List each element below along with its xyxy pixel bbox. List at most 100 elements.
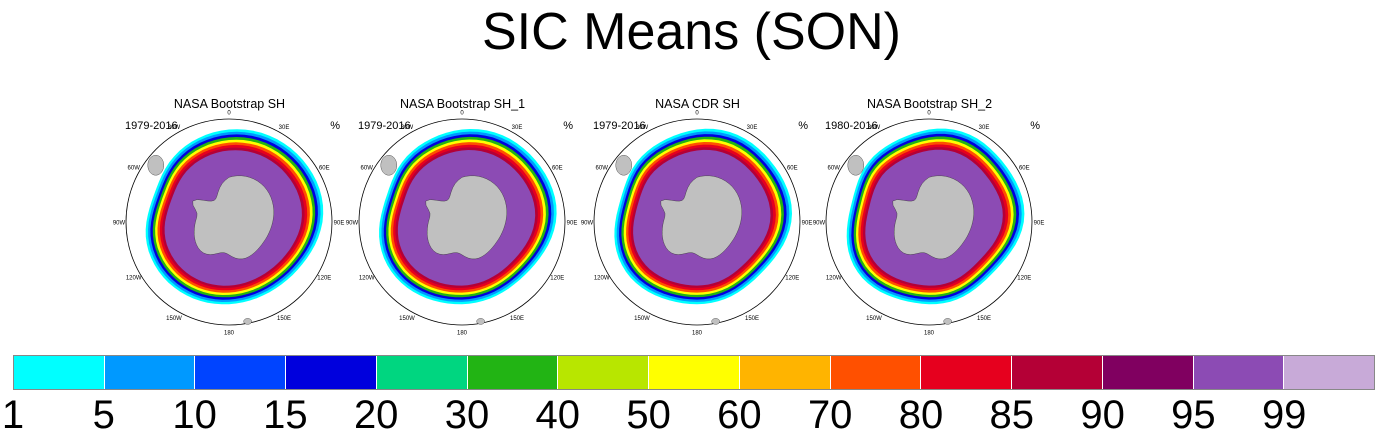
longitude-label: 60W <box>361 166 374 172</box>
new-zealand-land <box>711 318 720 325</box>
south-america-land <box>147 155 164 176</box>
antarctica-land <box>425 175 508 260</box>
panel-unit: % <box>330 120 340 132</box>
longitude-label: 180 <box>224 331 235 337</box>
antarctica-land <box>192 175 275 260</box>
colorbar-box <box>104 356 196 389</box>
map-panel-2: NASA Bootstrap SH_1 1979-2016 % 0 30E 60E 9… <box>346 95 578 337</box>
polar-map: 0 30E 60E 90E 120E 150E 180 150W 120W 90W 60W 30W <box>113 111 345 337</box>
panel-unit: % <box>798 120 808 132</box>
colorbar-box <box>739 356 831 389</box>
longitude-label: 180 <box>692 331 703 337</box>
colorbar-box <box>1102 356 1194 389</box>
colorbar-box <box>1284 356 1375 389</box>
colorbar-labels: 1 5 10 15 20 30 40 50 60 70 80 85 90 95 99 <box>0 392 1383 438</box>
longitude-label: 150W <box>166 316 182 322</box>
colorbar-tick-label: 5 <box>92 393 115 437</box>
colorbar-box <box>1193 356 1285 389</box>
panel-years: 1980-2016 <box>825 120 878 132</box>
longitude-label: 0 <box>695 111 699 117</box>
longitude-label: 60E <box>319 166 330 172</box>
longitude-label: 0 <box>460 111 464 117</box>
panel-unit: % <box>563 120 573 132</box>
longitude-label: 120E <box>317 276 331 282</box>
longitude-label: 120W <box>126 276 142 282</box>
colorbar-box <box>286 356 377 389</box>
longitude-label: 150E <box>977 316 991 322</box>
colorbar-box <box>1012 356 1103 389</box>
colorbar-tick-label: 30 <box>444 393 490 437</box>
longitude-label: 30W <box>868 125 881 131</box>
colorbar-tick-label: 15 <box>263 393 308 437</box>
longitude-label: 90E <box>567 221 578 227</box>
longitude-label: 0 <box>227 111 231 117</box>
longitude-label: 90W <box>346 221 359 227</box>
antarctica-land <box>892 175 975 260</box>
new-zealand-land <box>476 318 485 325</box>
longitude-label: 180 <box>457 331 468 337</box>
colorbar-tick-label: 99 <box>1261 393 1307 437</box>
longitude-label: 150W <box>399 316 415 322</box>
new-zealand-land <box>243 318 252 325</box>
colorbar-tick-label: 70 <box>807 393 853 437</box>
colorbar-tick-label: 60 <box>717 393 762 437</box>
colorbar-tick-label: 85 <box>989 393 1035 437</box>
colorbar-box <box>195 356 287 389</box>
longitude-label: 180 <box>924 331 935 337</box>
panel-unit: % <box>1030 120 1040 132</box>
colorbar-box <box>830 356 922 389</box>
longitude-label: 60W <box>128 166 141 172</box>
colorbar-box <box>558 356 650 389</box>
longitude-label: 30E <box>979 125 990 131</box>
colorbar-box <box>376 356 468 389</box>
longitude-label: 150E <box>510 316 524 322</box>
longitude-label: 150W <box>866 316 882 322</box>
longitude-label: 120W <box>826 276 842 282</box>
longitude-label: 60E <box>552 166 563 172</box>
colorbar-tick-label: 50 <box>626 393 671 437</box>
longitude-label: 30E <box>279 125 290 131</box>
south-america-land <box>847 155 864 176</box>
panel-title: NASA Bootstrap SH <box>173 97 286 111</box>
colorbar-tick-label: 10 <box>172 393 217 437</box>
longitude-label: 60W <box>596 166 609 172</box>
south-america-land <box>380 155 397 176</box>
longitude-label: 120E <box>1017 276 1031 282</box>
colorbar-box <box>14 356 105 389</box>
panel-title: NASA Bootstrap SH_1 <box>399 97 526 111</box>
colorbar <box>13 355 1375 390</box>
colorbar-tick-label: 40 <box>535 393 581 437</box>
map-panel-3: NASA CDR SH 1979-2016 % 0 30E 60E 90E 120E 15… <box>581 95 813 337</box>
south-america-land <box>615 155 632 176</box>
longitude-label: 90E <box>1034 221 1045 227</box>
colorbar-tick-label: 20 <box>353 393 399 437</box>
panel-title: NASA Bootstrap SH_2 <box>866 97 993 111</box>
colorbar-tick-label: 95 <box>1171 393 1216 437</box>
longitude-label: 90E <box>802 221 813 227</box>
longitude-label: 120W <box>359 276 375 282</box>
map-panel-1: NASA Bootstrap SH 1979-2016 % 0 30E 60E 90E… <box>113 95 345 337</box>
panel-title: NASA CDR SH <box>655 97 740 111</box>
colorbar-box <box>467 356 559 389</box>
colorbar-box <box>649 356 740 389</box>
longitude-label: 90W <box>113 221 126 227</box>
new-zealand-land <box>943 318 952 325</box>
longitude-label: 150E <box>745 316 759 322</box>
longitude-label: 30W <box>636 125 649 131</box>
longitude-label: 90W <box>813 221 826 227</box>
longitude-label: 120E <box>550 276 564 282</box>
colorbar-tick-label: 1 <box>1 393 25 437</box>
polar-map: 0 30E 60E 90E 120E 150E 180 150W 120W 90W 60W 30W <box>581 111 813 337</box>
figure-title: SIC Means (SON) <box>482 3 901 61</box>
panel-years: 1979-2016 <box>593 120 646 132</box>
longitude-label: 30E <box>747 125 758 131</box>
polar-map: 0 30E 60E 90E 120E 150E 180 150W 120W 90W 60W 30W <box>813 111 1045 337</box>
longitude-label: 30W <box>168 125 181 131</box>
longitude-label: 60E <box>787 166 798 172</box>
colorbar-tick-label: 90 <box>1080 393 1125 437</box>
longitude-label: 150E <box>277 316 291 322</box>
colorbar-tick-label: 80 <box>898 393 944 437</box>
longitude-label: 90E <box>334 221 345 227</box>
polar-map: 0 30E 60E 90E 120E 150E 180 150W 120W 90W 60W 30W <box>346 111 578 337</box>
longitude-label: 90W <box>581 221 594 227</box>
